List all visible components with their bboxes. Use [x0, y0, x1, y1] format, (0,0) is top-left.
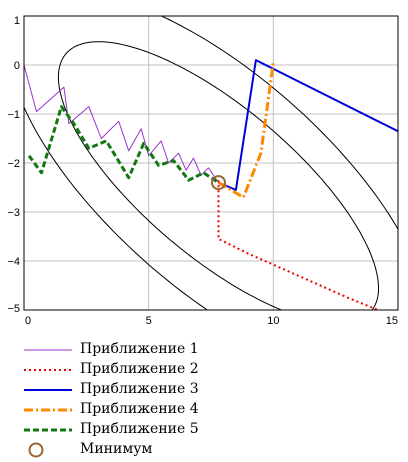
x-tick-label-1: 5: [146, 315, 152, 327]
contour-ellipse-1: [57, 41, 379, 310]
y-tick-label-5: −4: [7, 256, 20, 268]
y-tick-label-1: 0: [14, 60, 20, 72]
minimum-marker: [210, 175, 226, 191]
y-tick-label-3: −2: [7, 158, 20, 170]
legend-symbol-5: [24, 428, 72, 432]
contour-ellipse-2: [24, 16, 398, 310]
x-tick-label-0: 0: [25, 315, 31, 327]
legend-symbol-2: [24, 369, 72, 371]
y-tick-label-2: −1: [7, 109, 20, 121]
legend-label-4: Приближение 4: [80, 401, 199, 417]
series-line-4: [217, 62, 275, 199]
plot-frame: [23, 15, 399, 311]
y-tick-label-6: −5: [7, 303, 20, 315]
series-line-2: [217, 180, 379, 310]
legend-label-1: Приближение 1: [80, 341, 199, 357]
legend-symbol-6: [28, 442, 44, 458]
series-line-1: [24, 64, 219, 183]
legend-label-2: Приближение 2: [80, 361, 199, 377]
legend-label-5: Приближение 5: [80, 421, 199, 437]
y-tick-label-4: −3: [7, 207, 20, 219]
legend-symbol-3: [24, 389, 72, 391]
contour-ellipses: [24, 16, 398, 310]
y-tick-label-0: 1: [14, 15, 20, 27]
x-tick-label-2: 10: [267, 315, 279, 327]
legend-label-6: Минимум: [80, 441, 153, 457]
series-line-5: [27, 105, 220, 184]
legend-symbol-1: [24, 349, 72, 351]
legend-label-3: Приближение 3: [80, 381, 199, 397]
x-tick-label-3: 15: [386, 315, 398, 327]
legend-symbol-4: [24, 408, 72, 412]
series-lines: [24, 59, 398, 310]
grid-lines: [23, 15, 399, 311]
series-line-3: [218, 59, 398, 191]
